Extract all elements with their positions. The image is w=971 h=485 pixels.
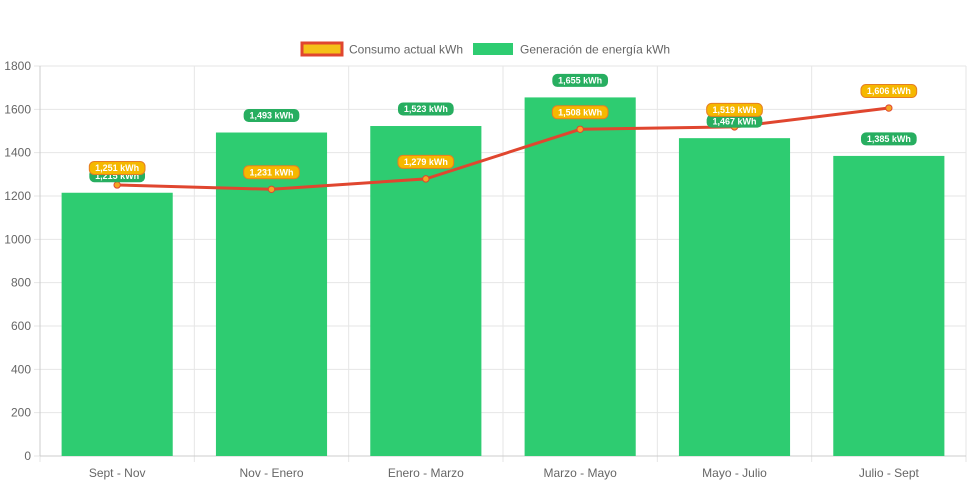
legend-label-consumo: Consumo actual kWh (349, 43, 463, 57)
data-label-generacion-text: 1,523 kWh (404, 104, 448, 114)
x-tick-label: Nov - Enero (239, 466, 303, 480)
y-tick-label: 1600 (4, 102, 31, 116)
data-label-generacion-text: 1,385 kWh (867, 134, 911, 144)
data-label-generacion-text: 1,215 kWh (95, 171, 139, 181)
point-consumo[interactable] (576, 125, 584, 133)
data-label-consumo-bg (860, 84, 918, 99)
y-tick-label: 1800 (4, 59, 31, 73)
data-label-generacion: 1,523 kWh (397, 102, 454, 116)
legend-item-consumo[interactable]: Consumo actual kWh (300, 41, 463, 57)
y-tick-label: 0 (24, 449, 31, 463)
y-tick-label: 1200 (4, 189, 31, 203)
legend-swatch-consumo (300, 41, 344, 57)
data-label-generacion-bg (243, 109, 300, 123)
data-label-consumo-text: 1,279 kWh (404, 157, 448, 167)
y-tick-label: 400 (11, 362, 31, 376)
data-label-generacion-text: 1,655 kWh (558, 76, 602, 86)
x-tick-label: Julio - Sept (859, 466, 920, 480)
bar-generacion[interactable] (524, 97, 636, 457)
data-label-consumo: 1,251 kWh (88, 160, 146, 175)
legend-item-generacion[interactable]: Generación de energía kWh (473, 43, 670, 57)
point-consumo[interactable] (113, 181, 121, 189)
y-tick-label: 200 (11, 406, 31, 420)
bar-generacion[interactable] (678, 138, 791, 456)
data-label-generacion-bg (397, 102, 454, 116)
data-label-consumo-bg (397, 154, 455, 169)
data-label-consumo-text: 1,231 kWh (249, 167, 293, 177)
data-label-consumo-text: 1,508 kWh (558, 107, 602, 117)
bar-generacion[interactable] (215, 132, 328, 456)
point-consumo[interactable] (422, 175, 430, 183)
data-label-consumo: 1,508 kWh (551, 105, 609, 120)
data-label-consumo: 1,279 kWh (397, 154, 455, 169)
x-tick-label: Enero - Marzo (388, 466, 464, 480)
data-label-generacion: 1,467 kWh (706, 114, 763, 128)
data-label-generacion: 1,493 kWh (243, 109, 300, 123)
y-tick-label: 600 (11, 319, 31, 333)
data-label-generacion: 1,385 kWh (860, 132, 917, 146)
data-label-generacion-text: 1,493 kWh (249, 111, 293, 121)
bar-generacion[interactable] (61, 192, 173, 456)
point-consumo[interactable] (885, 104, 893, 112)
data-label-consumo: 1,606 kWh (860, 84, 918, 99)
x-tick-label: Sept - Nov (89, 466, 146, 480)
x-tick-label: Mayo - Julio (702, 466, 767, 480)
x-tick-label: Marzo - Mayo (543, 466, 617, 480)
data-label-consumo-bg (243, 165, 300, 180)
y-tick-label: 1000 (4, 232, 31, 246)
legend-swatch-generacion (473, 43, 513, 55)
legend-label-generacion: Generación de energía kWh (520, 43, 670, 57)
data-label-consumo-text: 1,251 kWh (95, 163, 139, 173)
data-label-generacion: 1,655 kWh (552, 73, 609, 87)
data-label-consumo-text: 1,606 kWh (867, 86, 911, 96)
data-label-consumo-bg (88, 160, 146, 175)
y-tick-label: 1400 (4, 146, 31, 160)
data-label-generacion-bg (552, 73, 609, 87)
data-label-consumo-bg (706, 102, 763, 117)
data-label-generacion-bg (860, 132, 917, 146)
data-label-consumo-text: 1,519 kWh (712, 105, 756, 115)
data-label-generacion-bg (706, 114, 763, 128)
data-label-consumo: 1,231 kWh (243, 165, 300, 180)
bar-generacion[interactable] (833, 155, 945, 456)
y-tick-label: 800 (11, 276, 31, 290)
data-label-consumo-bg (551, 105, 609, 120)
legend: Consumo actual kWh Generación de energía … (300, 41, 670, 57)
data-label-consumo: 1,519 kWh (706, 102, 763, 117)
point-consumo[interactable] (267, 185, 276, 193)
data-label-generacion-text: 1,467 kWh (712, 116, 756, 126)
